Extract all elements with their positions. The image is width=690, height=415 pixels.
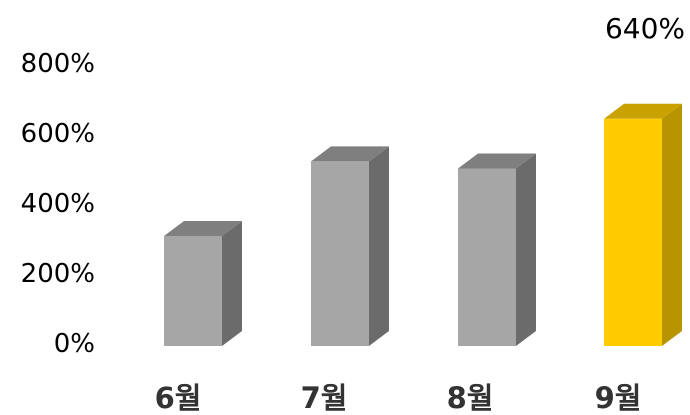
bar-2-top	[311, 146, 389, 162]
x-category-label: 7월	[301, 381, 348, 415]
bar-1-top	[164, 220, 242, 236]
bar-1	[164, 235, 222, 346]
y-tick-label: 800%	[21, 49, 95, 79]
y-tick-label: 200%	[21, 259, 95, 289]
bar-1-side	[222, 220, 242, 346]
x-category-label: 6월	[155, 381, 202, 415]
y-tick-label: 600%	[21, 119, 95, 149]
bars-group	[164, 103, 682, 346]
bar-2-side	[369, 146, 389, 346]
x-axis-categories: 6월 7월 8월 9월	[155, 381, 642, 415]
bar-2	[311, 161, 369, 346]
bar-4-side	[662, 103, 682, 346]
y-tick-label: 400%	[21, 189, 95, 219]
x-category-label: 9월	[595, 381, 642, 415]
bar-4	[604, 118, 662, 346]
bar-3-side	[516, 153, 536, 346]
y-tick-label: 0%	[54, 329, 95, 359]
bar-4-top	[604, 103, 682, 119]
bar-3	[458, 168, 516, 346]
y-axis-ticks: 800% 600% 400% 200% 0%	[21, 49, 95, 359]
bar-3-top	[458, 153, 536, 169]
x-category-label: 8월	[447, 381, 494, 415]
data-label: 640%	[605, 12, 685, 45]
